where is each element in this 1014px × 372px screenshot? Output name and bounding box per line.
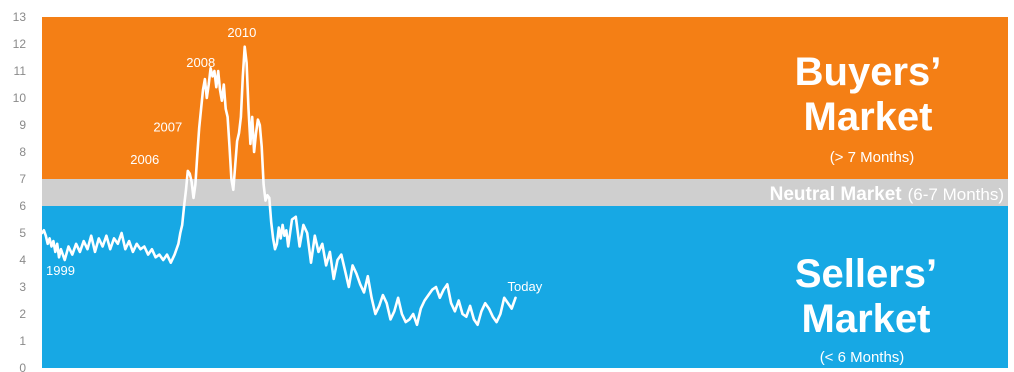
y-tick-label: 13 (13, 10, 27, 24)
buyers-subtitle: (> 7 Months) (830, 149, 915, 166)
y-tick-label: 9 (19, 118, 26, 132)
annotation-2008: 2008 (186, 55, 215, 70)
months-supply-line (40, 45, 517, 327)
y-tick-label: 0 (19, 361, 26, 372)
zone-bands (42, 17, 1008, 368)
sellers-subtitle: (< 6 Months) (820, 349, 905, 366)
y-tick-label: 10 (13, 91, 27, 105)
y-tick-label: 12 (13, 37, 27, 51)
y-tick-label: 3 (19, 280, 26, 294)
annotation-today: Today (508, 279, 543, 294)
y-tick-label: 8 (19, 145, 26, 159)
annotation-2006: 2006 (130, 152, 159, 167)
zone-labels: Buyers’ Market (> 7 Months) Neutral Mark… (770, 50, 1004, 366)
neutral-title: Neutral Market (770, 184, 903, 205)
y-tick-label: 1 (19, 334, 26, 348)
annotation-2007: 2007 (153, 120, 182, 135)
y-tick-label: 6 (19, 199, 26, 213)
sellers-title-line1: Sellers’ (795, 252, 937, 296)
sellers-title-line2: Market (802, 297, 931, 341)
series-layer (40, 45, 517, 327)
sellers-zone (42, 206, 1008, 368)
buyers-title-line2: Market (804, 95, 933, 139)
annotation-1999: 1999 (46, 263, 75, 278)
y-tick-label: 11 (14, 64, 27, 78)
y-tick-label: 4 (19, 253, 26, 267)
neutral-zone (42, 179, 1008, 206)
year-annotations: 1999 2006 2007 2008 2010 Today (46, 25, 543, 294)
neutral-subtitle: (6-7 Months) (908, 185, 1004, 204)
y-tick-label: 5 (19, 226, 26, 240)
buyers-title-line1: Buyers’ (795, 50, 942, 94)
neutral-label: Neutral Market (6-7 Months) (770, 184, 1004, 205)
y-tick-label: 7 (19, 172, 26, 186)
y-tick-label: 2 (19, 307, 26, 321)
annotation-2010: 2010 (227, 25, 256, 40)
